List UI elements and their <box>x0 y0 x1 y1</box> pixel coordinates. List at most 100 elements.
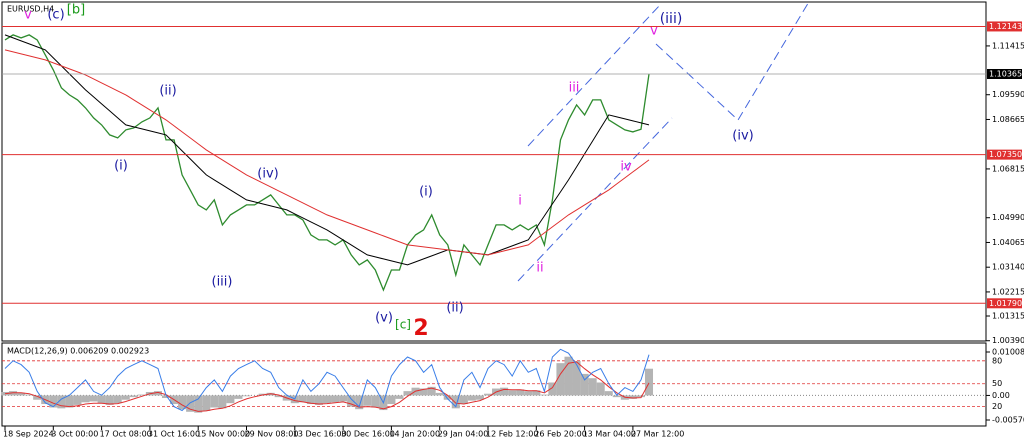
histogram-bar <box>33 395 42 400</box>
y-tick-label: 1.01315 <box>992 311 1024 320</box>
level-label: 1.07350 <box>989 150 1022 159</box>
y2-tick-label: 50 <box>992 379 1002 388</box>
histogram-bar <box>524 391 533 396</box>
histogram-bar <box>483 393 493 396</box>
histogram-bar <box>347 395 356 407</box>
histogram-bar <box>604 391 613 396</box>
histogram-bar <box>153 391 162 396</box>
indicator-line <box>4 348 650 412</box>
histogram-bar <box>339 395 348 402</box>
histogram-bar <box>572 361 581 396</box>
x-tick-label: 12 Feb 12:00 <box>486 430 538 439</box>
histogram-bar <box>25 394 34 396</box>
histogram-bar <box>588 378 597 396</box>
histogram-bar <box>403 391 412 396</box>
level-label: 1.01790 <box>989 299 1022 308</box>
histogram-bar <box>57 395 66 409</box>
histogram-bar <box>644 368 654 396</box>
wave-label: 2 <box>413 316 428 341</box>
wave-label: i <box>518 194 522 209</box>
y-tick-label: 1.00390 <box>992 336 1024 345</box>
histogram-bar <box>580 373 589 396</box>
x-tick-label: 18 Sep 2024 <box>3 430 54 439</box>
wave-label: (iv) <box>732 129 753 144</box>
wave-label: (iii) <box>212 275 233 290</box>
histogram-bar <box>508 390 517 396</box>
histogram-bar <box>97 395 106 404</box>
histogram-bar <box>242 395 251 397</box>
x-tick-label: 13 Mar 04:00 <box>583 430 636 439</box>
wave-label: v <box>650 24 658 39</box>
histogram-bar <box>210 395 219 408</box>
histogram-bar <box>459 395 468 405</box>
histogram-bar <box>137 394 146 396</box>
indicator-line <box>4 361 650 412</box>
y2-tick-label: 20 <box>992 402 1002 411</box>
histogram-bar <box>306 395 315 405</box>
histogram-bar <box>218 395 227 409</box>
histogram-bar <box>516 389 525 396</box>
x-tick-label: 26 Feb 20:00 <box>534 430 586 439</box>
histogram-bar <box>89 395 98 402</box>
histogram-bar <box>500 387 509 396</box>
chart-title: EURUSD,H4 <box>7 5 54 14</box>
histogram-bar <box>178 395 187 410</box>
histogram-bar <box>129 395 138 398</box>
y-tick-label: 1.06815 <box>992 164 1024 173</box>
current-price-label: 1.10365 <box>989 69 1022 78</box>
wave-projection <box>517 0 811 282</box>
price-line <box>4 34 650 266</box>
histogram-bar <box>427 386 436 396</box>
y-tick-label: 0.010089 <box>992 348 1024 357</box>
histogram-bar <box>435 392 444 396</box>
wave-label: (ii) <box>446 301 463 316</box>
histogram-bar <box>548 382 557 396</box>
wave-label: (ii) <box>159 84 176 99</box>
histogram-bar <box>596 382 605 396</box>
y-tick-label: 1.04990 <box>992 213 1024 222</box>
histogram-bar <box>226 395 235 404</box>
x-tick-label: 14 Jan 20:00 <box>389 430 440 439</box>
histogram-bar <box>540 394 549 396</box>
wave-label: ii <box>536 261 543 276</box>
y-tick-label: 1.04065 <box>992 238 1024 247</box>
histogram-bar <box>17 392 26 396</box>
x-tick-label: 30 Dec 16:00 <box>341 430 395 439</box>
x-tick-label: 13 Dec 16:00 <box>293 430 347 439</box>
histogram-bar <box>113 395 122 404</box>
wave-label: iii <box>569 81 580 96</box>
histogram-bar <box>395 395 404 399</box>
histogram-bar <box>387 395 396 405</box>
histogram-bar <box>612 395 621 398</box>
level-box <box>987 298 1022 309</box>
y2-tick-label: 80 <box>992 356 1002 365</box>
level-label: 1.12143 <box>989 22 1022 31</box>
histogram-bar <box>419 388 428 396</box>
histogram-bar <box>451 395 460 409</box>
histogram-bar <box>314 395 323 405</box>
histogram-bar <box>0 391 10 396</box>
y-tick-label: 1.09590 <box>992 90 1024 99</box>
channel-upper <box>527 4 661 147</box>
wave-label: (i) <box>419 185 433 200</box>
x-tick-label: 31 Oct 16:00 <box>148 430 200 439</box>
wave-label: (iv) <box>257 167 278 182</box>
histogram-bar <box>105 395 114 405</box>
histogram-bar <box>532 390 541 396</box>
price-line <box>4 34 650 292</box>
histogram-bar <box>274 395 283 398</box>
channel-lower <box>517 117 673 282</box>
wave-label: [b] <box>67 3 85 18</box>
wave-label: iv <box>620 160 632 175</box>
macd-title: MACD(12,26,9) 0.006209 0.002923 <box>7 347 149 356</box>
y-tick-label: -0.005706 <box>992 415 1024 424</box>
histogram-bar <box>331 395 340 403</box>
x-tick-label: 3 Oct 00:00 <box>51 430 98 439</box>
histogram-bar <box>475 395 484 400</box>
y-tick-label: 1.02215 <box>992 287 1024 296</box>
histogram-bar <box>443 395 452 400</box>
x-tick-label: 29 Jan 04:00 <box>438 430 489 439</box>
x-tick-label: 15 Nov 00:00 <box>196 430 250 439</box>
histogram-bar <box>467 395 476 401</box>
